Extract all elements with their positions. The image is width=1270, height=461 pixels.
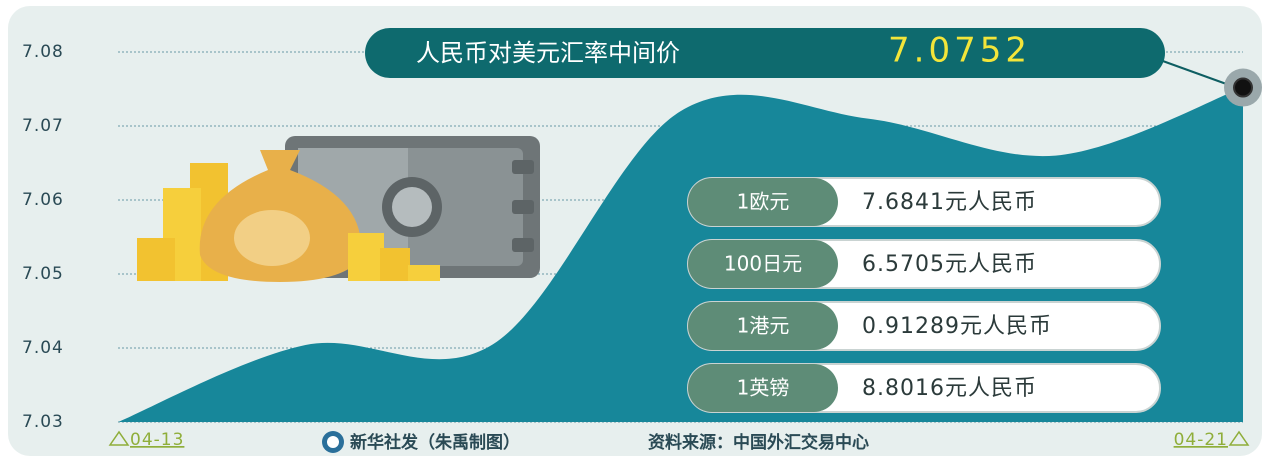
money-illustration xyxy=(137,136,540,282)
x-tick-label: 04-21 xyxy=(1174,430,1228,450)
rate-value: 7.6841元人民币 xyxy=(862,190,1037,215)
rate-unit: 1英镑 xyxy=(737,376,790,400)
y-tick-label: 7.03 xyxy=(22,412,64,432)
rate-unit-pill xyxy=(688,364,838,412)
rate-unit: 100日元 xyxy=(724,252,802,276)
y-tick-label: 7.06 xyxy=(22,190,64,210)
chart-title: 人民币对美元汇率中间价 xyxy=(416,39,680,67)
rate-value: 8.8016元人民币 xyxy=(862,376,1037,401)
date-marker xyxy=(1228,430,1250,446)
source: 资料来源：中国外汇交易中心 xyxy=(648,432,869,453)
rate-value: 0.91289元人民币 xyxy=(862,314,1052,339)
rate-unit-pill xyxy=(688,240,838,288)
logo xyxy=(327,436,339,448)
rate-unit: 1欧元 xyxy=(737,190,790,214)
y-tick-label: 7.07 xyxy=(22,116,64,136)
rate-value: 6.5705元人民币 xyxy=(862,252,1037,277)
y-tick-label: 7.08 xyxy=(22,42,64,62)
rate-unit-pill xyxy=(688,302,838,350)
x-tick-label: 04-13 xyxy=(130,430,184,450)
credit: 新华社发（朱禹制图） xyxy=(350,432,520,453)
end-marker xyxy=(1233,77,1253,98)
date-marker xyxy=(108,430,130,446)
callout-value: 7.0752 xyxy=(888,31,1031,71)
y-tick-label: 7.04 xyxy=(22,338,64,358)
rate-unit: 1港元 xyxy=(737,314,790,338)
y-tick-label: 7.05 xyxy=(22,264,64,284)
callout xyxy=(365,28,1165,78)
rate-unit-pill xyxy=(688,178,838,226)
